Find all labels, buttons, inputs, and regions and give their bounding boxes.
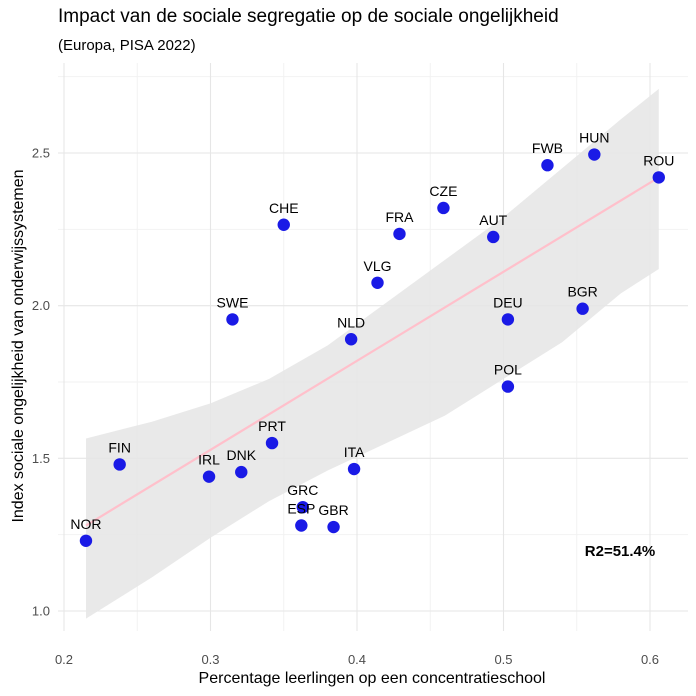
confidence-band	[86, 88, 659, 619]
x-axis-title: Percentage leerlingen op een concentrati…	[199, 670, 546, 687]
confidence-band-layer	[86, 88, 659, 619]
data-point-aut	[487, 230, 500, 244]
point-label-rou: ROU	[643, 152, 674, 168]
data-point-cze	[437, 201, 450, 215]
x-tick-label: 0.3	[201, 652, 219, 667]
trend-line-layer	[85, 176, 660, 527]
r2-annotation: R2=51.4%	[585, 543, 655, 560]
point-label-gbr: GBR	[318, 502, 348, 518]
data-point-vlg	[371, 276, 384, 289]
point-label-cze: CZE	[429, 183, 457, 199]
point-label-fwb: FWB	[532, 140, 563, 156]
point-label-esp: ESP	[287, 501, 315, 517]
y-tick-label: 1.5	[32, 451, 50, 466]
chart-title: Impact van de sociale segregatie op de s…	[58, 6, 559, 27]
data-point-fin	[113, 458, 126, 471]
point-label-che: CHE	[269, 200, 299, 216]
data-point-fwb	[541, 159, 554, 172]
point-label-fra: FRA	[385, 209, 414, 225]
point-label-irl: IRL	[198, 452, 220, 468]
data-point-ita	[347, 462, 361, 476]
point-label-hun: HUN	[579, 130, 609, 146]
data-point-nor	[79, 534, 93, 547]
point-label-nld: NLD	[337, 314, 365, 330]
y-axis-ticks: 1.0 1.5 2.0 2.5	[32, 146, 50, 619]
data-point-rou	[652, 171, 665, 184]
point-label-prt: PRT	[258, 418, 286, 434]
data-point-swe	[226, 313, 239, 326]
point-label-dnk: DNK	[226, 447, 256, 463]
point-label-fin: FIN	[108, 439, 131, 455]
y-axis-title: Index sociale ongelijkheid van onderwijs…	[10, 169, 27, 522]
data-point-nld	[344, 333, 358, 346]
point-label-aut: AUT	[479, 212, 507, 228]
x-tick-label: 0.2	[55, 652, 73, 667]
data-point-grc	[296, 500, 309, 514]
data-point-bgr	[576, 302, 589, 315]
point-label-nor: NOR	[70, 516, 101, 532]
point-label-swe: SWE	[217, 294, 249, 310]
y-tick-label: 2.0	[32, 298, 50, 313]
trend-line	[85, 176, 660, 527]
data-point-esp	[295, 519, 308, 532]
point-label-grc: GRC	[287, 482, 318, 498]
point-label-bgr: BGR	[567, 284, 597, 300]
x-tick-label: 0.5	[494, 652, 512, 667]
point-label-vlg: VLG	[364, 258, 392, 274]
point-label-deu: DEU	[493, 294, 523, 310]
data-point-fra	[393, 227, 406, 241]
chart-subtitle: (Europa, PISA 2022)	[58, 37, 196, 54]
data-point-irl	[202, 470, 216, 483]
x-tick-label: 0.4	[348, 652, 366, 667]
data-point-prt	[265, 436, 279, 450]
data-point-hun	[588, 148, 601, 161]
point-label-pol: POL	[494, 362, 522, 378]
x-tick-label: 0.6	[641, 652, 659, 667]
data-point-deu	[501, 313, 515, 326]
data-point-dnk	[235, 465, 248, 479]
data-point-gbr	[327, 520, 340, 534]
data-point-pol	[501, 380, 515, 393]
points-layer	[79, 148, 665, 547]
x-axis-ticks: 0.2 0.3 0.4 0.5 0.6	[55, 652, 659, 667]
y-tick-label: 1.0	[32, 604, 50, 619]
y-tick-label: 2.5	[32, 146, 50, 161]
data-point-che	[277, 218, 290, 231]
grid-lines	[58, 63, 688, 631]
point-label-ita: ITA	[344, 444, 365, 460]
